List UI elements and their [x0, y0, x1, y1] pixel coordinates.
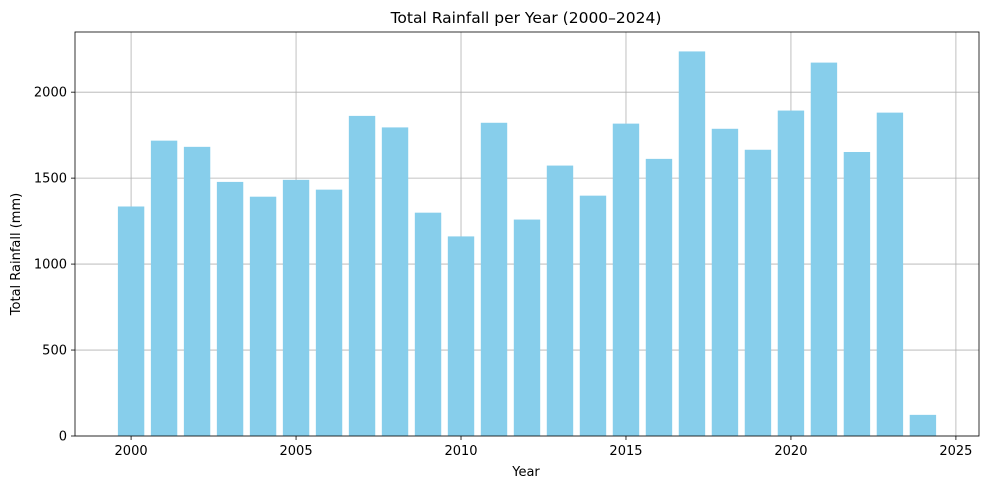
- bar-2021: [810, 62, 838, 436]
- x-tick-label: 2025: [939, 444, 972, 459]
- x-tick-label: 2010: [444, 444, 477, 459]
- axes: 2000 2005 2010 2015 2020 2025 0 500 1000 1500 2000: [34, 31, 980, 459]
- y-tick-label: 0: [59, 430, 67, 445]
- bar-2001: [150, 140, 178, 436]
- bar-2011: [480, 122, 508, 437]
- bar-2015: [612, 123, 640, 436]
- y-axis-label: Total Rainfall (mm): [9, 193, 24, 316]
- x-tick-label: 2000: [115, 444, 148, 459]
- bar-2007: [348, 115, 376, 436]
- y-tick-label: 1500: [34, 172, 67, 187]
- bar-2010: [447, 236, 475, 436]
- bar-2012: [513, 219, 541, 436]
- bar-2013: [546, 165, 574, 436]
- x-tick-label: 2015: [609, 444, 642, 459]
- bar-2014: [579, 195, 607, 436]
- x-tick-label: 2020: [774, 444, 807, 459]
- chart-title: Total Rainfall per Year (2000–2024): [390, 9, 662, 27]
- bar-2017: [678, 51, 706, 436]
- bar-2003: [216, 181, 244, 436]
- bar-2022: [843, 151, 871, 437]
- y-tick-label: 1000: [34, 258, 67, 273]
- bar-2016: [645, 158, 673, 437]
- plot-frame: [74, 31, 980, 437]
- bar-2009: [414, 212, 442, 436]
- bar-2023: [876, 112, 904, 436]
- bar-2018: [711, 128, 739, 436]
- bar-2006: [315, 189, 343, 436]
- bar-2005: [282, 179, 310, 436]
- y-tick-label: 2000: [34, 86, 67, 101]
- bar-2000: [117, 206, 145, 436]
- bar-2002: [183, 146, 211, 436]
- bar-2008: [381, 127, 409, 436]
- y-tick-label: 500: [42, 344, 67, 359]
- bar-2020: [777, 110, 805, 436]
- bar-2019: [744, 149, 772, 436]
- x-axis-label: Year: [511, 465, 540, 480]
- bars: [117, 51, 937, 437]
- bar-2004: [249, 196, 277, 436]
- bar-2024: [909, 414, 937, 436]
- x-tick-label: 2005: [280, 444, 313, 459]
